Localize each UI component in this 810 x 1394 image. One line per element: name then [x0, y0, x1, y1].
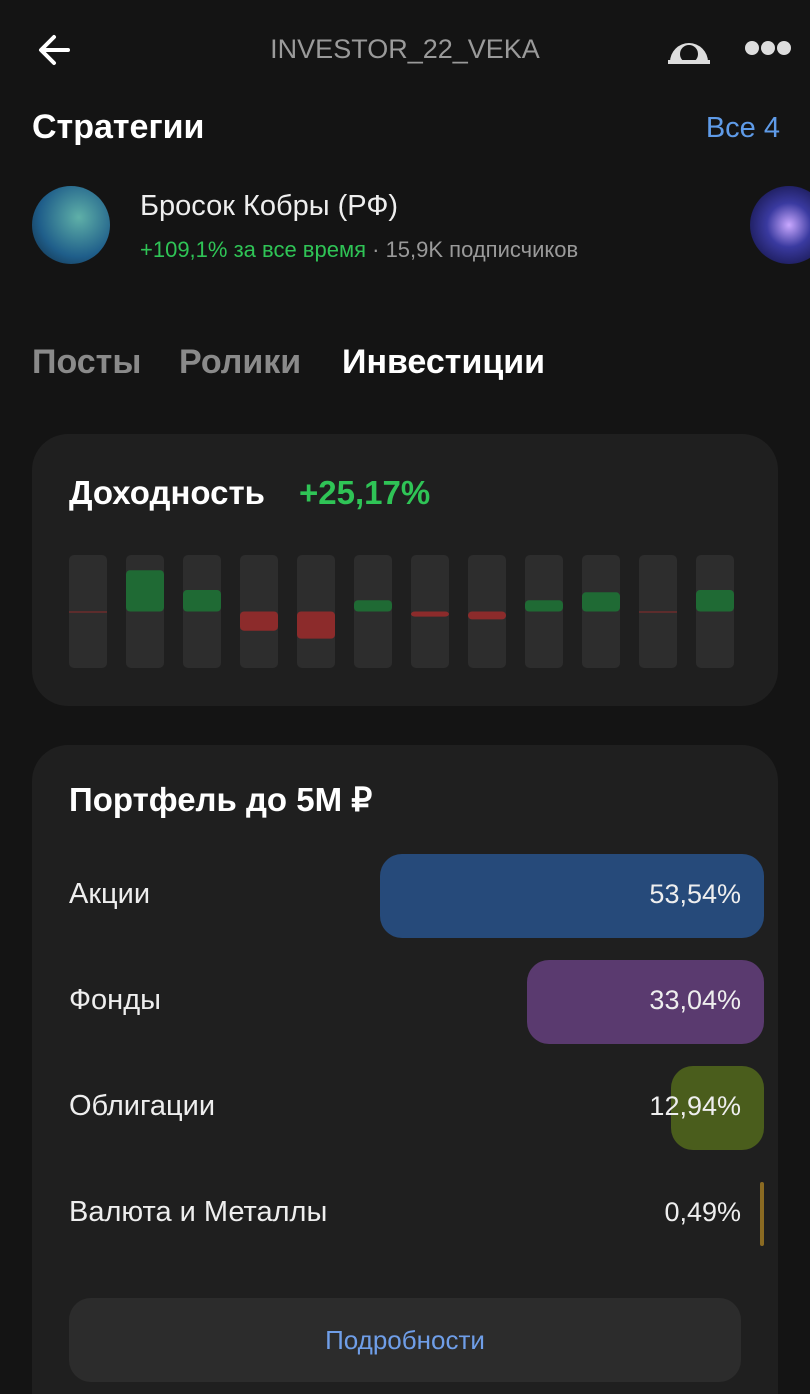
strategy-subscribers: · 15,9K подписчиков: [372, 237, 579, 262]
allocation-bar: [380, 854, 764, 938]
tab-active[interactable]: Инвестиции: [342, 343, 546, 381]
details-button[interactable]: Подробности: [69, 1298, 741, 1382]
allocation-name: Фонды: [69, 984, 161, 1016]
allocation-name: Акции: [69, 878, 151, 910]
month-bar: [69, 611, 107, 613]
month-bar: [183, 590, 221, 612]
month-bar: [639, 611, 677, 613]
profile-icon[interactable]: [666, 30, 712, 66]
allocation-bar: [671, 1066, 764, 1150]
more-button[interactable]: [744, 38, 792, 58]
month-bar: [297, 611, 335, 639]
allocation-bar: [527, 960, 764, 1044]
month-bar: [126, 570, 164, 612]
strategy-name[interactable]: Бросок Кобры (РФ): [140, 190, 399, 222]
allocation-value: 53,54%: [649, 879, 741, 909]
portfolio-title: Портфель до 5М ₽: [69, 781, 373, 818]
month-bar: [354, 600, 392, 612]
month-bar: [696, 590, 734, 612]
returns-title: Доходность: [69, 474, 265, 511]
returns-total: +25,17%: [299, 474, 431, 511]
tab[interactable]: Посты: [32, 343, 142, 381]
all-link[interactable]: Все 4: [705, 112, 780, 144]
month-bar: [240, 611, 278, 631]
allocation-bar: [760, 1182, 764, 1246]
allocation-value: 12,94%: [649, 1091, 741, 1121]
portfolio-card: [32, 745, 778, 1394]
allocation-name: Облигации: [69, 1090, 216, 1122]
month-bar: [411, 611, 449, 617]
strategy-return: +109,1% за все время: [140, 237, 366, 262]
month-bar: [525, 600, 563, 612]
strategy-avatar[interactable]: [750, 186, 810, 264]
strategy-stats: +109,1% за все время · 15,9K подписчиков: [140, 237, 578, 263]
allocation-name: Валюта и Металлы: [69, 1196, 328, 1228]
monthly-returns-chart: [69, 555, 734, 668]
month-bar: [582, 592, 620, 612]
allocation-value: 33,04%: [649, 985, 741, 1015]
header-title: INVESTOR_22_VEKA: [270, 34, 540, 64]
back-button[interactable]: [36, 32, 72, 68]
allocation-value: 0,49%: [664, 1197, 741, 1227]
section-title: Стратегии: [32, 108, 205, 146]
tab[interactable]: Ролики: [179, 343, 302, 381]
strategy-avatar[interactable]: [32, 186, 110, 264]
month-bar: [468, 611, 506, 620]
